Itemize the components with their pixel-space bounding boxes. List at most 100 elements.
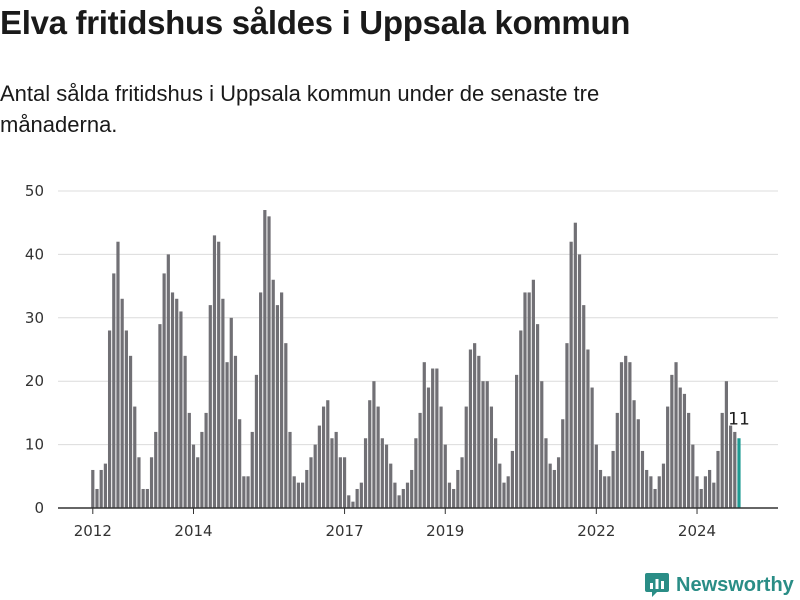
bar-100 <box>510 450 514 508</box>
bar-71 <box>389 463 393 508</box>
bar-84 <box>443 444 447 508</box>
bar-83 <box>439 406 443 508</box>
newsworthy-logo-icon <box>645 573 669 597</box>
bars <box>91 210 741 509</box>
data-labels: 11 <box>728 409 750 429</box>
bar-76 <box>410 469 414 508</box>
bar-97 <box>498 463 502 508</box>
bar-141 <box>682 393 687 508</box>
bar-44 <box>275 305 280 508</box>
bar-26 <box>200 431 204 508</box>
bar-108 <box>544 438 548 508</box>
bar-75 <box>405 482 410 508</box>
bar-131 <box>640 450 645 508</box>
bar-85 <box>447 482 452 508</box>
bar-4 <box>107 330 112 508</box>
bar-120 <box>594 444 598 508</box>
bar-126 <box>619 362 624 508</box>
y-tick-label-10: 10 <box>25 436 44 454</box>
bar-19 <box>170 292 175 508</box>
bar-143 <box>691 444 695 508</box>
bar-72 <box>393 482 397 508</box>
bar-96 <box>494 438 498 508</box>
bar-27 <box>204 412 208 508</box>
bar-57 <box>330 438 334 508</box>
bar-138 <box>670 374 674 508</box>
bar-127 <box>624 355 628 508</box>
bar-107 <box>540 381 544 508</box>
y-tick-label-40: 40 <box>25 245 44 263</box>
bar-154 <box>737 438 741 508</box>
bar-148 <box>712 482 716 508</box>
bar-116 <box>577 254 582 508</box>
bar-21 <box>179 311 183 508</box>
bar-132 <box>645 469 649 508</box>
bar-69 <box>380 438 384 508</box>
brand-name: Newsworthy <box>676 573 794 596</box>
bar-129 <box>632 400 636 508</box>
bar-110 <box>552 469 556 508</box>
bar-136 <box>661 463 666 508</box>
bar-139 <box>674 362 678 508</box>
bar-17 <box>162 273 166 508</box>
bar-65 <box>363 438 368 508</box>
bar-146 <box>703 476 708 508</box>
bar-32 <box>225 362 229 508</box>
bar-47 <box>288 431 292 508</box>
bar-28 <box>208 305 212 508</box>
bar-137 <box>666 406 670 508</box>
bar-92 <box>477 355 481 508</box>
bar-2 <box>99 469 103 508</box>
bar-61 <box>347 495 351 508</box>
bar-24 <box>191 444 196 508</box>
bar-151 <box>724 381 728 508</box>
bar-125 <box>615 412 619 508</box>
bar-104 <box>527 292 531 508</box>
bar-chart: 0 10 20 30 40 50 2012 2014 2017 2019 2022 2024 11 <box>25 182 778 540</box>
bar-113 <box>565 343 569 508</box>
bar-36 <box>242 476 246 508</box>
bar-63 <box>355 488 359 508</box>
bar-87 <box>456 469 460 508</box>
bar-58 <box>334 431 338 508</box>
bar-112 <box>561 419 565 508</box>
bar-53 <box>313 444 317 508</box>
last-value-label: 11 <box>728 409 750 429</box>
bar-115 <box>573 222 577 508</box>
bar-56 <box>326 400 330 508</box>
bar-91 <box>473 343 477 508</box>
bar-123 <box>607 476 611 508</box>
bar-101 <box>515 374 519 508</box>
bar-133 <box>649 476 653 508</box>
bar-77 <box>414 438 418 508</box>
bar-30 <box>217 241 221 508</box>
bar-35 <box>238 419 242 508</box>
bar-52 <box>309 457 313 508</box>
bar-70 <box>384 444 389 508</box>
chart-title: Elva fritidshus såldes i Uppsala kommun <box>0 4 631 41</box>
bar-18 <box>166 254 170 508</box>
bar-42 <box>267 216 271 509</box>
bar-1 <box>95 488 99 508</box>
bar-54 <box>317 425 321 508</box>
bar-102 <box>519 330 523 508</box>
bar-150 <box>720 412 724 508</box>
bar-62 <box>351 501 355 508</box>
bar-6 <box>116 241 120 508</box>
bar-121 <box>598 469 603 508</box>
y-tick-label-20: 20 <box>25 372 44 390</box>
bar-9 <box>128 355 133 508</box>
bar-86 <box>452 488 456 508</box>
bar-23 <box>187 412 191 508</box>
bar-59 <box>338 457 342 508</box>
bar-103 <box>523 292 527 508</box>
bar-88 <box>460 457 464 508</box>
bar-140 <box>678 387 682 508</box>
bar-60 <box>342 457 347 508</box>
bar-43 <box>271 279 275 508</box>
bar-119 <box>590 387 594 508</box>
bar-15 <box>154 431 158 508</box>
brand-logo: Newsworthy <box>644 571 794 599</box>
bar-153 <box>733 431 737 508</box>
bar-45 <box>280 292 284 508</box>
